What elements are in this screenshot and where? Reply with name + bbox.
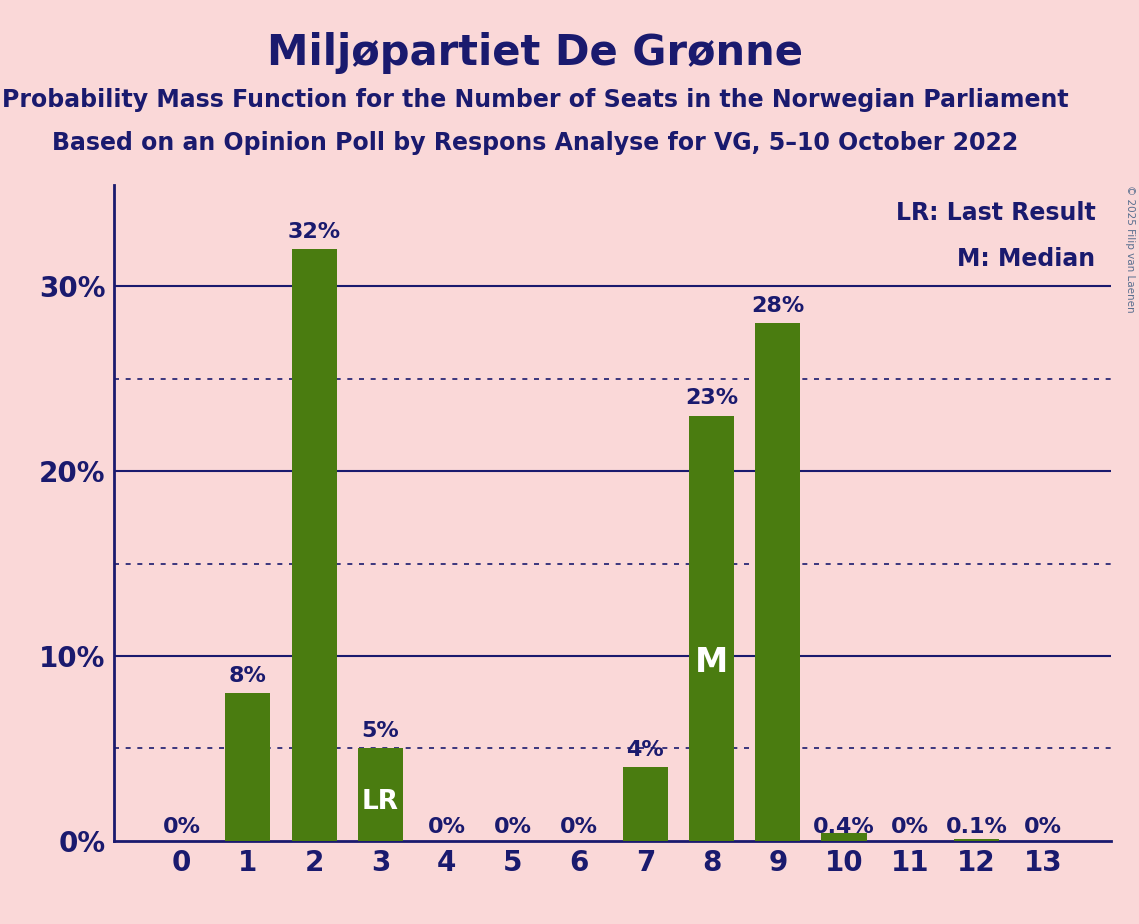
Bar	[226, 693, 270, 841]
Text: 0%: 0%	[427, 817, 466, 837]
Text: 4%: 4%	[626, 739, 664, 760]
Text: M: M	[695, 646, 728, 679]
Text: M: Median: M: Median	[958, 247, 1096, 271]
Text: 0%: 0%	[163, 817, 200, 837]
Text: LR: LR	[362, 789, 399, 815]
Bar	[689, 416, 734, 841]
Text: 8%: 8%	[229, 665, 267, 686]
Bar	[292, 249, 337, 841]
Text: 0%: 0%	[494, 817, 532, 837]
Bar	[358, 748, 403, 841]
Text: 0%: 0%	[560, 817, 598, 837]
Text: Based on an Opinion Poll by Respons Analyse for VG, 5–10 October 2022: Based on an Opinion Poll by Respons Anal…	[52, 131, 1018, 155]
Text: 5%: 5%	[361, 721, 400, 741]
Text: 0.1%: 0.1%	[945, 817, 1007, 837]
Text: 28%: 28%	[751, 296, 804, 316]
Text: 23%: 23%	[685, 388, 738, 408]
Text: 0.4%: 0.4%	[813, 817, 875, 837]
Text: Probability Mass Function for the Number of Seats in the Norwegian Parliament: Probability Mass Function for the Number…	[2, 88, 1068, 112]
Bar	[623, 767, 667, 841]
Text: 0%: 0%	[891, 817, 929, 837]
Text: Miljøpartiet De Grønne: Miljøpartiet De Grønne	[268, 32, 803, 74]
Text: 0%: 0%	[1024, 817, 1062, 837]
Bar	[821, 833, 867, 841]
Bar	[954, 839, 999, 841]
Text: 32%: 32%	[288, 222, 341, 242]
Bar	[755, 323, 801, 841]
Text: © 2025 Filip van Laenen: © 2025 Filip van Laenen	[1125, 185, 1134, 312]
Text: LR: Last Result: LR: Last Result	[896, 201, 1096, 225]
